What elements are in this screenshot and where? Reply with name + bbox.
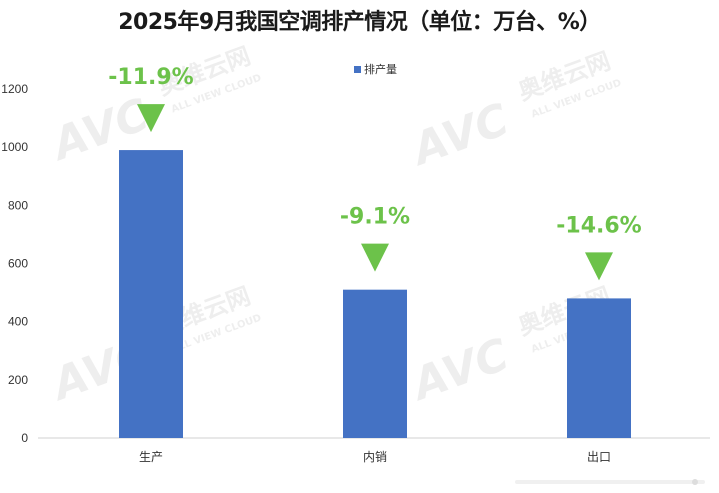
bar — [567, 298, 631, 438]
y-axis: 0 200 400 600 800 1000 1200 — [1, 82, 28, 445]
svg-text:AVC: AVC — [404, 329, 516, 411]
svg-text:AVC: AVC — [404, 94, 516, 176]
x-tick-label: 出口 — [587, 450, 611, 464]
change-label: -11.9% — [108, 65, 193, 90]
bar — [343, 289, 407, 438]
x-tick-label: 内销 — [363, 450, 387, 464]
y-tick-label: 0 — [21, 431, 28, 445]
legend-label: 排产量 — [364, 62, 397, 76]
y-tick-label: 400 — [8, 315, 28, 329]
y-tick-label: 800 — [8, 198, 28, 212]
y-tick-label: 200 — [8, 373, 28, 387]
down-arrow-icon — [137, 104, 165, 133]
y-tick-label: 1000 — [1, 140, 28, 154]
bar — [119, 150, 183, 438]
change-label: -9.1% — [340, 205, 410, 230]
bars — [119, 150, 631, 438]
x-axis: 生产 内销 出口 — [139, 450, 611, 464]
legend-swatch — [354, 66, 361, 73]
y-tick-label: 600 — [8, 257, 28, 271]
y-tick-label: 1200 — [1, 82, 28, 96]
legend: 排产量 — [354, 62, 397, 76]
change-label: -14.6% — [556, 213, 641, 238]
down-arrow-icon — [361, 243, 389, 272]
chart-title: 2025年9月我国空调排产情况（单位：万台、%） — [118, 10, 601, 35]
corner-decoration — [515, 479, 705, 485]
annotations: -11.9% -9.1% -14.6% — [108, 65, 642, 281]
x-tick-label: 生产 — [139, 450, 163, 464]
down-arrow-icon — [585, 252, 613, 281]
